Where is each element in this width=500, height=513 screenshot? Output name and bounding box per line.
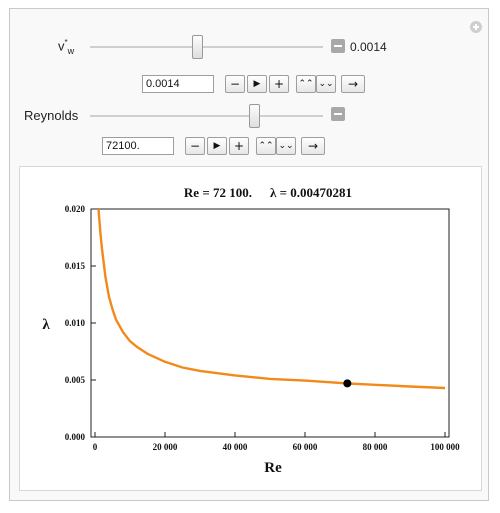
chart-title-lambda: λ = 0.00470281	[270, 185, 352, 200]
reynolds-minus-button[interactable]: −	[185, 137, 205, 155]
y-tick-label: 0.005	[65, 375, 86, 385]
vw-slider-track[interactable]	[90, 46, 323, 48]
plot-frame	[90, 208, 450, 438]
x-axis-ticks: 0 20 000 40 000 60 000 80 000 100 000	[93, 432, 460, 452]
vw-plus-button[interactable]: +	[269, 75, 289, 93]
vw-slower-button[interactable]: ⌄⌄	[316, 75, 336, 93]
reynolds-minus-box-icon[interactable]	[331, 107, 345, 121]
x-tick-label: 100 000	[430, 442, 460, 452]
y-axis-ticks: 0.000 0.005 0.010 0.015 0.020	[65, 204, 96, 442]
chart-area: Re = 72 100. λ = 0.00470281 0.000 0.005 0.…	[19, 166, 482, 491]
reynolds-plus-button[interactable]: +	[229, 137, 249, 155]
vw-minus-button[interactable]: −	[225, 75, 245, 93]
chart-svg: Re = 72 100. λ = 0.00470281 0.0000.0050.…	[42, 185, 460, 476]
vw-play-button[interactable]: ▶	[247, 75, 267, 93]
reynolds-slider-track[interactable]	[90, 115, 323, 117]
reynolds-slower-button[interactable]: ⌄⌄	[276, 137, 296, 155]
reynolds-faster-button[interactable]: ⌃⌃	[256, 137, 276, 155]
vw-label-sub: w	[67, 45, 75, 56]
vw-minus-box-icon[interactable]	[331, 39, 345, 53]
x-tick-label: 20 000	[153, 442, 178, 452]
reynolds-label: Reynolds	[24, 108, 79, 123]
reynolds-play-button[interactable]: ▶	[207, 137, 227, 155]
x-axis-label: Re	[264, 460, 282, 476]
vw-faster-button[interactable]: ⌃⌃	[296, 75, 316, 93]
y-tick-label: 0.010	[65, 318, 86, 328]
current-point[interactable]	[343, 379, 352, 388]
friction-curve	[97, 208, 446, 390]
reynolds-slider-thumb[interactable]	[249, 104, 260, 128]
reynolds-input-field[interactable]: 72100.	[102, 137, 174, 155]
vw-input-field[interactable]: 0.0014	[142, 75, 214, 93]
vw-slider-thumb[interactable]	[192, 35, 203, 59]
y-axis-label: λ	[42, 317, 50, 333]
x-tick-label: 60 000	[293, 442, 318, 452]
vw-label-sup: *	[64, 38, 68, 47]
x-tick-label: 80 000	[363, 442, 388, 452]
add-icon[interactable]	[470, 21, 482, 33]
x-tick-label: 0	[93, 442, 98, 452]
vw-value: 0.0014	[350, 40, 387, 54]
reynolds-direction-button[interactable]: →	[301, 137, 325, 155]
x-tick-label: 40 000	[223, 442, 248, 452]
y-tick-label: 0.020	[65, 204, 86, 214]
vw-direction-button[interactable]: →	[341, 75, 365, 93]
vw-label-main: v	[58, 38, 65, 54]
y-tick-label: 0.000	[65, 432, 86, 442]
chart-title-re: Re = 72 100.	[184, 185, 252, 200]
vw-label: v*w	[58, 38, 74, 56]
y-tick-label: 0.015	[65, 261, 86, 271]
